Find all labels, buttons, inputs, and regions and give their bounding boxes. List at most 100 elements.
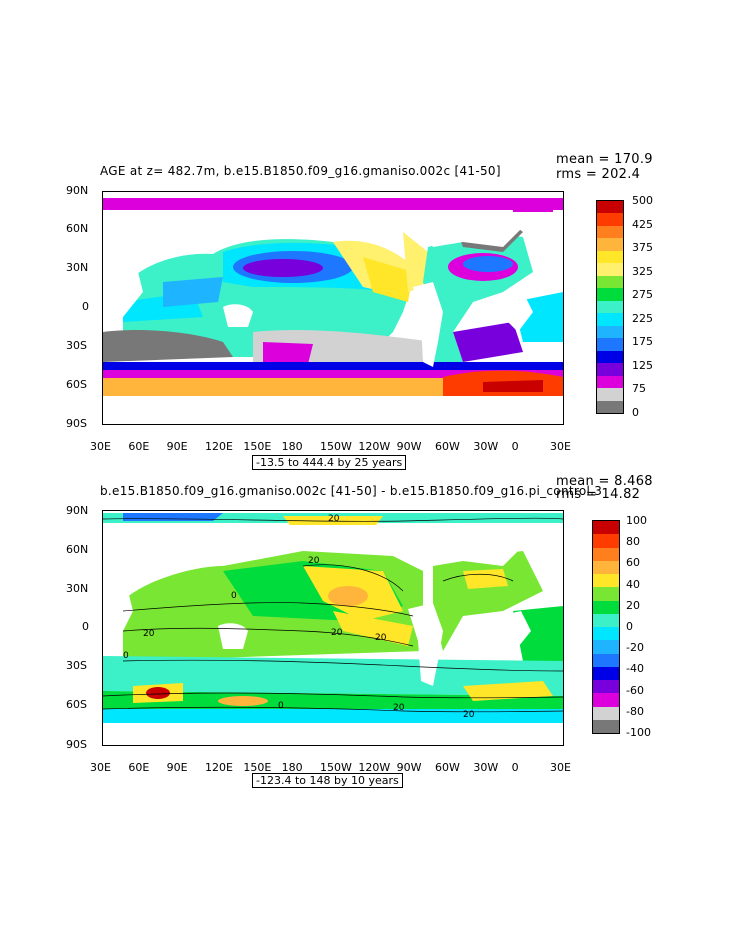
p2-lat-label: 60S xyxy=(66,698,87,711)
colorbar-swatch xyxy=(593,613,619,627)
colorbar-swatch xyxy=(593,587,619,601)
colorbar-swatch xyxy=(597,300,623,314)
colorbar-label: -100 xyxy=(626,726,651,739)
colorbar-swatch xyxy=(597,263,623,276)
panel1-colorbar xyxy=(596,200,624,414)
colorbar-label: 100 xyxy=(626,514,647,527)
colorbar-swatch xyxy=(597,275,623,289)
lon-tick-label: 0 xyxy=(511,440,519,453)
colorbar-swatch xyxy=(597,350,623,364)
colorbar-swatch xyxy=(597,225,623,239)
colorbar-label: 425 xyxy=(632,217,653,231)
lon-tick-label: 30W xyxy=(473,761,499,774)
lon-tick-label: 150W xyxy=(320,440,352,453)
panel1-rms: rms = 202.4 xyxy=(556,167,641,182)
colorbar-swatch xyxy=(597,363,623,376)
colorbar-swatch xyxy=(597,400,623,413)
p1-lat-label: 30S xyxy=(66,339,87,352)
panel2-title: b.e15.B1850.f09_g16.gmaniso.002c [41-50]… xyxy=(100,484,603,498)
colorbar-swatch xyxy=(593,600,619,614)
lon-tick-label: 90E xyxy=(166,440,188,453)
contour-label: 0 xyxy=(123,651,129,661)
p2-lat-label: 90N xyxy=(66,504,89,517)
p1-lat-label: 90N xyxy=(66,184,89,197)
panel2-mean: mean = 8.468 xyxy=(556,474,653,489)
colorbar-swatch xyxy=(593,534,619,548)
panel1-mean: mean = 170.9 xyxy=(556,152,653,167)
colorbar-swatch xyxy=(597,313,623,326)
panel2-colorbar xyxy=(592,520,620,734)
lon-tick-label: 120E xyxy=(205,761,233,774)
p1-lat-label: 30N xyxy=(66,261,89,274)
panel2-range: -123.4 to 148 by 10 years xyxy=(252,773,403,788)
colorbar-label: -40 xyxy=(626,662,644,676)
lon-tick-label: 150W xyxy=(320,761,352,774)
colorbar-label: 375 xyxy=(632,241,653,255)
colorbar-swatch xyxy=(593,640,619,654)
lon-tick-label: 60W xyxy=(435,761,460,774)
lon-tick-label: 60E xyxy=(128,440,150,453)
colorbar-label: 80 xyxy=(626,535,640,549)
lon-tick-label: 30E xyxy=(550,440,571,453)
contour-label: 20 xyxy=(393,703,405,713)
panel1-range: -13.5 to 444.4 by 25 years xyxy=(252,455,407,470)
lon-tick-label: 90W xyxy=(396,761,422,774)
colorbar-label: 0 xyxy=(626,620,633,633)
contour-label: 20 xyxy=(308,556,320,566)
colorbar-swatch xyxy=(593,574,619,588)
contour-label: 20 xyxy=(375,633,387,643)
p1-lat-label: 60S xyxy=(66,378,87,391)
lon-tick-label: 60W xyxy=(435,440,460,453)
panel2-map: 20 20 0 20 20 20 0 20 20 0 xyxy=(102,510,564,746)
p2-lat-label: 0 xyxy=(82,620,89,633)
p2-lat-label: 30S xyxy=(66,659,87,672)
colorbar-label: 225 xyxy=(632,311,653,325)
panel2-rms: rms = 14.82 xyxy=(556,487,641,502)
colorbar-swatch xyxy=(597,288,623,301)
lon-tick-label: 120W xyxy=(358,761,391,774)
lon-tick-label: 0 xyxy=(511,761,519,774)
colorbar-swatch xyxy=(593,560,619,574)
colorbar-swatch xyxy=(593,680,619,694)
lon-tick-label: 150E xyxy=(243,761,272,774)
colorbar-label: 275 xyxy=(632,288,653,302)
panel1-map xyxy=(102,191,564,425)
contour-label: 0 xyxy=(278,701,284,711)
lon-tick-label: 180 xyxy=(281,440,303,453)
colorbar-label: 175 xyxy=(632,335,653,349)
contour-label: 20 xyxy=(463,710,475,720)
colorbar-swatch xyxy=(593,666,619,680)
lon-tick-label: 150E xyxy=(243,440,272,453)
p2-lat-label: 30N xyxy=(66,582,89,595)
lon-tick-label: 30E xyxy=(90,761,111,774)
colorbar-label: 40 xyxy=(626,577,640,591)
lon-tick-label: 30E xyxy=(90,440,111,453)
colorbar-label: 60 xyxy=(626,556,640,570)
lon-tick-label: 120W xyxy=(358,440,391,453)
lon-tick-label: 30E xyxy=(550,761,571,774)
colorbar-label: -60 xyxy=(626,683,644,697)
colorbar-swatch xyxy=(597,338,623,351)
lon-tick-label: 60E xyxy=(128,761,150,774)
colorbar-swatch xyxy=(593,521,619,535)
colorbar-swatch xyxy=(593,719,619,733)
lon-tick-label: 120E xyxy=(205,440,233,453)
contour-label: 0 xyxy=(231,591,237,601)
lon-tick-label: 180 xyxy=(281,761,303,774)
colorbar-swatch xyxy=(597,388,623,401)
lon-tick-label: 30W xyxy=(473,440,499,453)
colorbar-swatch xyxy=(597,238,623,251)
contour-label: 20 xyxy=(143,629,155,639)
panel1-title: AGE at z= 482.7m, b.e15.B1850.f09_g16.gm… xyxy=(100,164,501,178)
colorbar-swatch xyxy=(597,201,623,214)
colorbar-swatch xyxy=(597,250,623,264)
colorbar-label: 500 xyxy=(632,194,653,207)
colorbar-swatch xyxy=(593,547,619,561)
contour-label: 20 xyxy=(331,628,343,638)
contour-label: 20 xyxy=(328,514,340,524)
colorbar-label: -80 xyxy=(626,704,644,718)
p1-lat-label: 90S xyxy=(66,417,87,430)
lon-tick-label: 90E xyxy=(166,761,188,774)
colorbar-swatch xyxy=(597,375,623,389)
colorbar-label: 75 xyxy=(632,382,646,396)
